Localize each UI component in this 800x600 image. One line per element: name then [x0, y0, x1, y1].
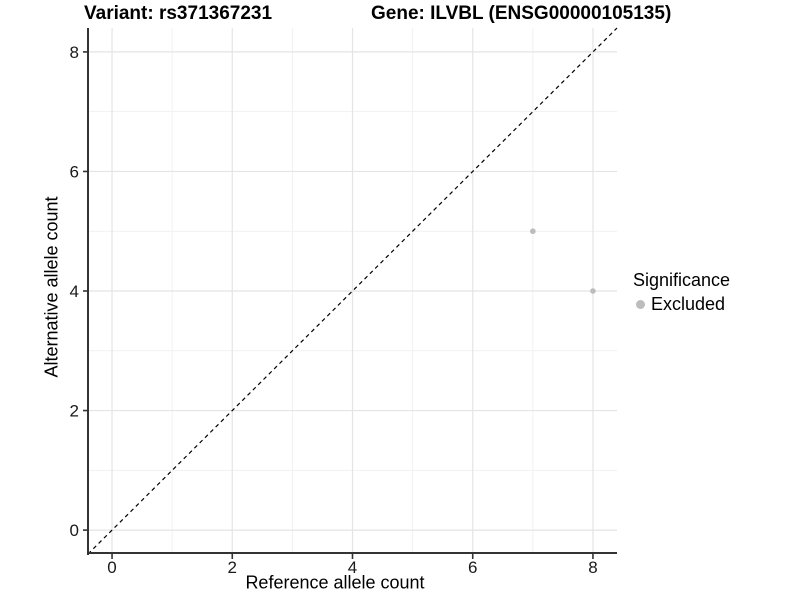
x-tick-label: 0 — [107, 558, 116, 577]
x-tick-label: 8 — [588, 558, 597, 577]
y-tick-label: 2 — [70, 402, 79, 421]
legend-item-label: Excluded — [651, 294, 726, 314]
excluded-dot-icon — [636, 300, 645, 309]
legend: Significance Excluded — [633, 270, 730, 315]
x-axis-title: Reference allele count — [245, 572, 425, 593]
y-tick-label: 6 — [70, 162, 79, 181]
data-point — [590, 288, 596, 294]
y-tick-label: 8 — [70, 43, 79, 62]
legend-title: Significance — [633, 270, 731, 290]
legend-item-excluded: Excluded — [633, 294, 730, 315]
y-tick-label: 0 — [70, 521, 79, 540]
y-tick-label: 4 — [70, 282, 79, 301]
variant-title: Variant: rs371367231 — [84, 3, 273, 24]
gene-title: Gene: ILVBL (ENSG00000105135) — [371, 3, 672, 24]
x-tick-label: 4 — [348, 558, 357, 577]
x-tick-label: 2 — [228, 558, 237, 577]
y-axis-title: Alternative allele count — [41, 196, 62, 378]
x-tick-label: 6 — [468, 558, 477, 577]
data-point — [530, 228, 536, 235]
